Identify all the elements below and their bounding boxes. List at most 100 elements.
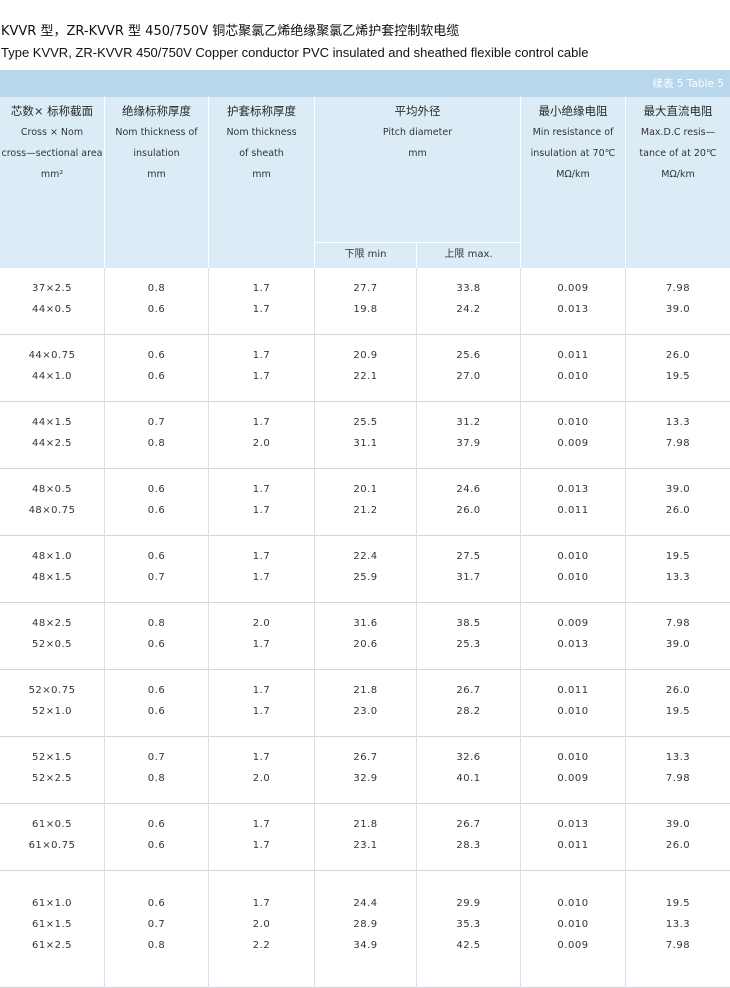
table-cell: 24.6 bbox=[456, 484, 481, 495]
table-cell: 25.3 bbox=[456, 639, 481, 650]
table-cell: 2.0 bbox=[252, 618, 271, 629]
table-row: 61×1.0 0.6 1.7 24.4 29.9 0.010 19.5 61×1.5 0.7 2.… bbox=[0, 871, 730, 988]
divider bbox=[520, 97, 521, 268]
table-cell: 13.3 bbox=[665, 572, 691, 583]
table-cell: 1.7 bbox=[252, 685, 271, 696]
table-cell: 0.011 bbox=[557, 350, 589, 361]
divider bbox=[314, 268, 315, 988]
table-row: 48×0.5 0.6 1.7 20.1 24.6 0.013 39.0 48×0.75 0.6 1… bbox=[0, 469, 730, 536]
table-cell: 48×0.75 bbox=[28, 505, 76, 516]
table-cell: 0.7 bbox=[147, 417, 166, 428]
header-insulation-thickness: 绝缘标称厚度 Nom thickness of insulation mm bbox=[105, 97, 208, 272]
divider bbox=[520, 268, 521, 988]
table-cell: 1.7 bbox=[252, 304, 271, 315]
table-cell: 1.7 bbox=[252, 898, 271, 909]
table-cell: 0.6 bbox=[147, 706, 166, 717]
table-caption-bar: 续表 5 Table 5 bbox=[0, 70, 730, 97]
header-label: 平均外径 bbox=[394, 104, 441, 118]
table-cell: 28.3 bbox=[456, 840, 481, 851]
table-cell: 7.98 bbox=[665, 618, 691, 629]
table-cell: 2.0 bbox=[252, 438, 271, 449]
table-cell: 0.8 bbox=[147, 618, 166, 629]
table-cell: 21.2 bbox=[353, 505, 378, 516]
divider bbox=[416, 268, 417, 988]
table-cell: 0.011 bbox=[557, 685, 589, 696]
table-cell: 26.7 bbox=[456, 685, 481, 696]
table-row: 52×0.75 0.6 1.7 21.8 26.7 0.011 26.0 52×1.0 0.6 1… bbox=[0, 670, 730, 737]
table-cell: 61×1.5 bbox=[31, 919, 72, 930]
divider bbox=[416, 242, 417, 268]
table-cell: 52×1.0 bbox=[31, 706, 72, 717]
table-cell: 0.011 bbox=[557, 840, 589, 851]
header-label: 护套标称厚度 bbox=[227, 104, 296, 118]
table-cell: 0.010 bbox=[557, 919, 589, 930]
table-cell: 32.6 bbox=[456, 752, 481, 763]
table-cell: 37.9 bbox=[456, 438, 481, 449]
table-cell: 0.7 bbox=[147, 572, 166, 583]
table-cell: 0.6 bbox=[147, 371, 166, 382]
table-cell: 44×0.5 bbox=[31, 304, 72, 315]
divider bbox=[104, 268, 105, 988]
table-cell: 0.7 bbox=[147, 752, 166, 763]
spec-table: 续表 5 Table 5 芯数× 标称截面 Cross × Nom cross—… bbox=[0, 70, 730, 988]
table-row: 52×1.5 0.7 1.7 26.7 32.6 0.010 13.3 52×2.5 0.8 2.… bbox=[0, 737, 730, 804]
table-cell: 0.8 bbox=[147, 773, 166, 784]
header-label: cross—sectional area bbox=[1, 148, 103, 159]
table-row: 48×2.5 0.8 2.0 31.6 38.5 0.009 7.98 52×0.5 0.6 1.… bbox=[0, 603, 730, 670]
table-cell: 1.7 bbox=[252, 840, 271, 851]
table-header: 芯数× 标称截面 Cross × Nom cross—sectional are… bbox=[0, 97, 730, 268]
table-cell: 0.6 bbox=[147, 639, 166, 650]
table-cell: 48×1.5 bbox=[31, 572, 72, 583]
table-cell: 32.9 bbox=[353, 773, 378, 784]
header-label: MΩ/km bbox=[556, 169, 590, 180]
divider bbox=[104, 97, 105, 268]
table-cell: 0.010 bbox=[557, 706, 589, 717]
table-cell: 1.7 bbox=[252, 551, 271, 562]
table-cell: 52×2.5 bbox=[31, 773, 72, 784]
table-cell: 0.6 bbox=[147, 551, 166, 562]
header-cores-cross-section: 芯数× 标称截面 Cross × Nom cross—sectional are… bbox=[0, 97, 104, 272]
table-cell: 25.9 bbox=[353, 572, 378, 583]
table-cell: 1.7 bbox=[252, 283, 271, 294]
table-cell: 7.98 bbox=[665, 438, 691, 449]
page-title-zh: KVVR 型，ZR-KVVR 型 450/750V 铜芯聚氯乙烯绝缘聚氯乙烯护套… bbox=[1, 24, 460, 39]
header-pitch-diameter: 平均外径 Pitch diameter mm bbox=[315, 97, 520, 272]
table-cell: 40.1 bbox=[456, 773, 481, 784]
table-cell: 2.0 bbox=[252, 773, 271, 784]
table-cell: 27.0 bbox=[456, 371, 481, 382]
table-cell: 0.009 bbox=[557, 940, 589, 951]
table-cell: 22.4 bbox=[353, 551, 378, 562]
header-label: mm bbox=[408, 148, 427, 159]
table-row: 44×0.75 0.6 1.7 20.9 25.6 0.011 26.0 44×1.0 0.6 1… bbox=[0, 335, 730, 402]
table-cell: 13.3 bbox=[665, 752, 691, 763]
table-cell: 28.9 bbox=[353, 919, 378, 930]
table-cell: 19.8 bbox=[353, 304, 378, 315]
header-label: mm bbox=[252, 169, 271, 180]
table-cell: 48×2.5 bbox=[31, 618, 72, 629]
table-cell: 27.7 bbox=[353, 283, 378, 294]
table-cell: 21.8 bbox=[353, 819, 378, 830]
table-cell: 0.013 bbox=[557, 819, 589, 830]
table-cell: 33.8 bbox=[456, 283, 481, 294]
divider bbox=[314, 97, 315, 268]
table-cell: 7.98 bbox=[665, 940, 691, 951]
table-cell: 61×1.0 bbox=[31, 898, 72, 909]
table-cell: 0.009 bbox=[557, 618, 589, 629]
table-cell: 1.7 bbox=[252, 706, 271, 717]
divider bbox=[208, 268, 209, 988]
table-cell: 0.013 bbox=[557, 484, 589, 495]
table-cell: 0.6 bbox=[147, 840, 166, 851]
table-cell: 61×0.5 bbox=[31, 819, 72, 830]
table-cell: 1.7 bbox=[252, 484, 271, 495]
table-cell: 0.010 bbox=[557, 898, 589, 909]
table-cell: 52×0.5 bbox=[31, 639, 72, 650]
table-cell: 26.0 bbox=[665, 685, 691, 696]
table-cell: 0.010 bbox=[557, 417, 589, 428]
table-cell: 42.5 bbox=[456, 940, 481, 951]
table-cell: 44×2.5 bbox=[31, 438, 72, 449]
table-cell: 52×1.5 bbox=[31, 752, 72, 763]
table-row: 61×0.5 0.6 1.7 21.8 26.7 0.013 39.0 61×0.75 0.6 1… bbox=[0, 804, 730, 871]
header-diameter-min: 下限 min bbox=[344, 249, 387, 260]
table-cell: 26.0 bbox=[456, 505, 481, 516]
table-cell: 44×0.75 bbox=[28, 350, 76, 361]
